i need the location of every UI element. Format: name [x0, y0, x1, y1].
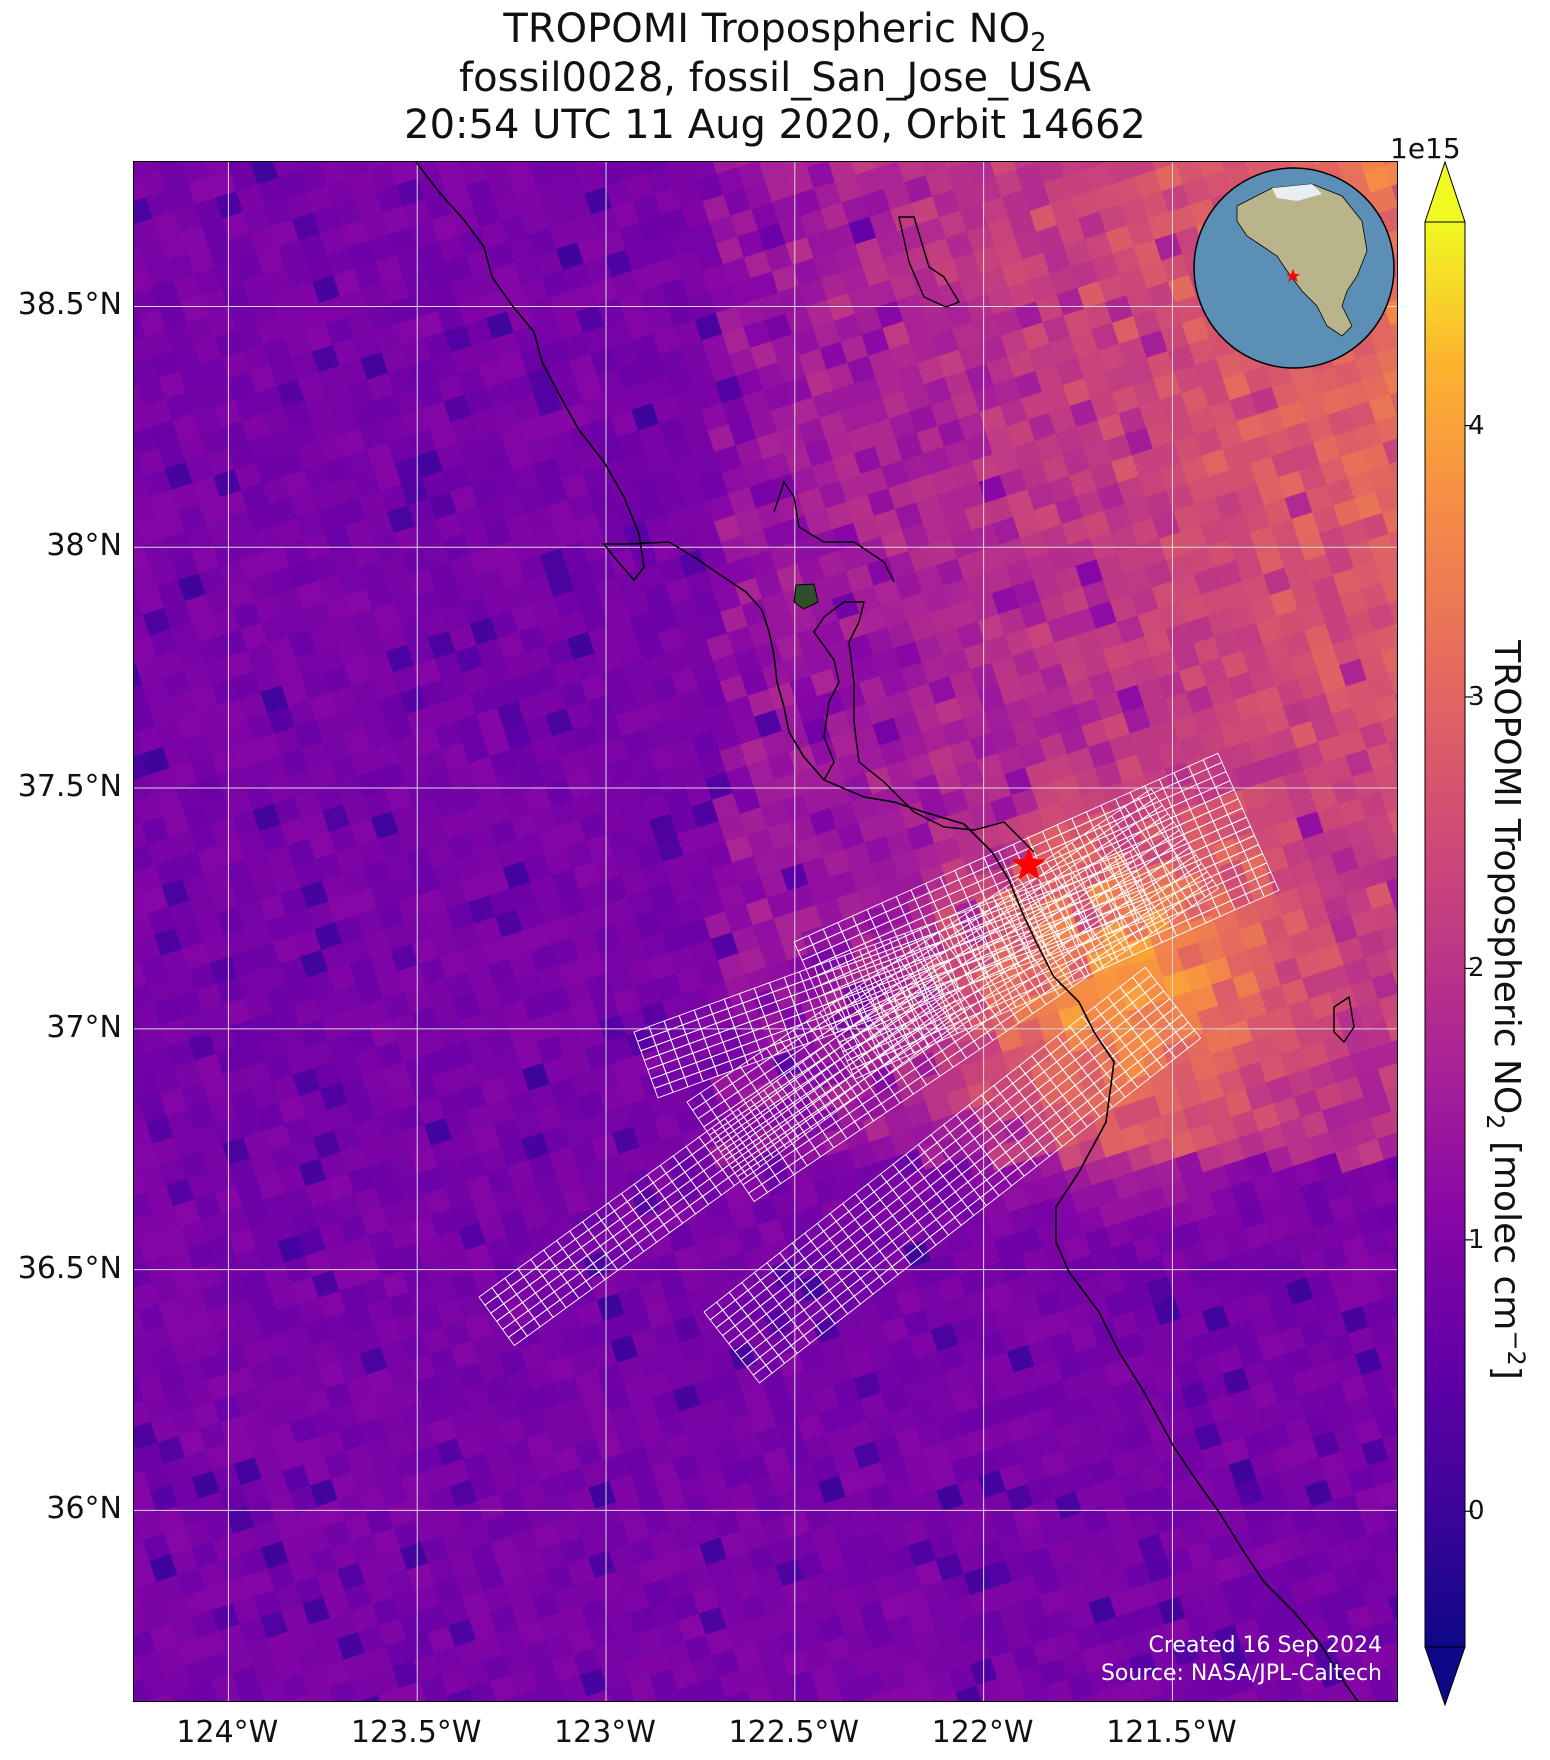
title-subscript: 2	[1030, 28, 1047, 58]
title-line-2: fossil0028, fossil_San_Jose_USA	[0, 55, 1550, 101]
title-line-3: 20:54 UTC 11 Aug 2020, Orbit 14662	[0, 102, 1550, 148]
no2-pixel	[1192, 1701, 1221, 1702]
map-panel[interactable]	[133, 161, 1398, 1702]
no2-pixel	[1397, 1264, 1398, 1293]
no2-map[interactable]	[134, 162, 1398, 1702]
title-text: TROPOMI Tropospheric NO	[503, 6, 1030, 52]
no2-pixel	[336, 1701, 365, 1702]
no2-pixel-layer	[134, 162, 1398, 1702]
no2-pixel	[1262, 1701, 1291, 1702]
no2-pixel	[1397, 339, 1398, 368]
